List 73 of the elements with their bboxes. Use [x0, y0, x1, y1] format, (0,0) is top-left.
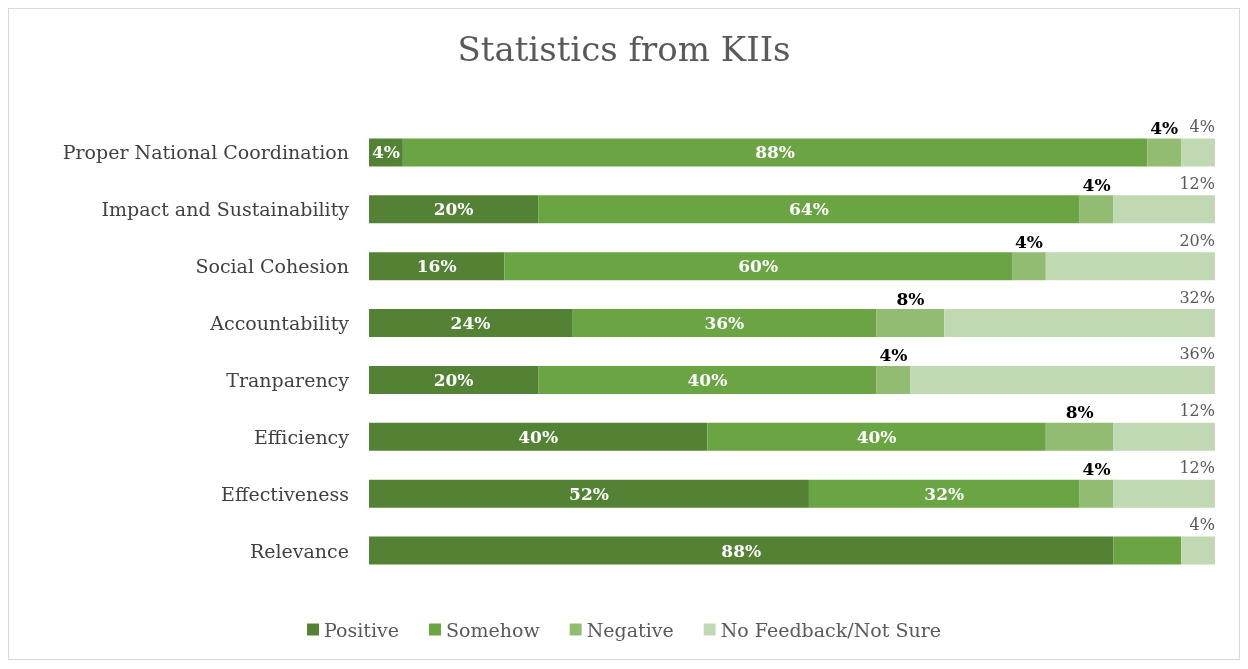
data-label: 4%	[1082, 459, 1111, 480]
y-tick-label: Proper National Coordination	[62, 141, 349, 164]
data-label: 16%	[416, 256, 457, 277]
legend-label: Somehow	[446, 618, 541, 641]
bar	[504, 252, 1012, 281]
data-label: 4%	[1014, 231, 1043, 252]
data-label: 88%	[721, 540, 762, 561]
bar	[1079, 479, 1114, 508]
bar	[944, 309, 1215, 338]
data-label: 88%	[755, 142, 795, 163]
y-tick-label: Tranparency	[226, 368, 350, 391]
y-tick-label: Impact and Sustainability	[101, 198, 350, 221]
bar	[369, 479, 809, 508]
data-label: 40%	[518, 426, 559, 447]
bar	[369, 536, 1114, 565]
data-label: 12%	[1179, 401, 1215, 421]
bar	[1113, 422, 1215, 451]
bar	[369, 195, 539, 224]
bar	[910, 365, 1215, 394]
bar	[402, 138, 1148, 167]
data-label: 4%	[371, 142, 400, 163]
data-label: 40%	[856, 426, 897, 447]
bar	[538, 195, 1080, 224]
bar	[369, 309, 573, 338]
bar	[572, 309, 877, 338]
bar	[1045, 422, 1114, 451]
data-label: 12%	[1179, 458, 1215, 478]
bar	[1113, 195, 1215, 224]
bar	[707, 422, 1046, 451]
bar	[1045, 252, 1215, 281]
bar	[1181, 138, 1215, 167]
data-label: 20%	[1179, 230, 1215, 250]
data-label: 52%	[569, 483, 609, 504]
data-label: 12%	[1179, 173, 1215, 193]
bar	[369, 422, 708, 451]
data-label: 4%	[1189, 116, 1215, 136]
data-label: 4%	[1082, 174, 1111, 195]
data-label: 4%	[879, 345, 908, 366]
bar	[1113, 479, 1215, 508]
data-label: 4%	[1189, 515, 1215, 535]
data-label: 60%	[738, 256, 779, 277]
y-tick-label: Accountability	[209, 312, 350, 335]
legend-label: No Feedback/Not Sure	[720, 618, 941, 641]
bar	[808, 479, 1080, 508]
bar	[876, 309, 945, 338]
data-label: 8%	[1065, 402, 1094, 423]
y-tick-label: Social Cohesion	[195, 255, 349, 278]
data-label: 36%	[1179, 344, 1215, 364]
y-tick-label: Effectiveness	[221, 482, 349, 505]
bar	[876, 365, 911, 394]
y-tick-label: Efficiency	[253, 425, 350, 448]
bar	[1113, 536, 1182, 565]
data-label: 24%	[450, 313, 491, 334]
data-label: 8%	[896, 288, 925, 309]
data-label: 40%	[687, 369, 728, 390]
data-label: 36%	[704, 313, 745, 334]
data-label: 32%	[1179, 287, 1215, 307]
legend-label: Positive	[324, 618, 400, 641]
bar	[369, 252, 505, 281]
bar	[1147, 138, 1182, 167]
data-label: 20%	[433, 369, 474, 390]
data-label: 4%	[1150, 117, 1179, 138]
bar	[1011, 252, 1046, 281]
y-tick-label: Relevance	[249, 539, 349, 562]
bar	[369, 365, 539, 394]
data-label: 64%	[789, 199, 829, 220]
data-label: 20%	[433, 199, 474, 220]
bar	[538, 365, 877, 394]
bar	[1079, 195, 1114, 224]
data-label: 32%	[924, 483, 965, 504]
chart-title: Statistics from KIIs	[457, 29, 791, 69]
bar	[1181, 536, 1215, 565]
legend-label: Negative	[586, 618, 674, 641]
